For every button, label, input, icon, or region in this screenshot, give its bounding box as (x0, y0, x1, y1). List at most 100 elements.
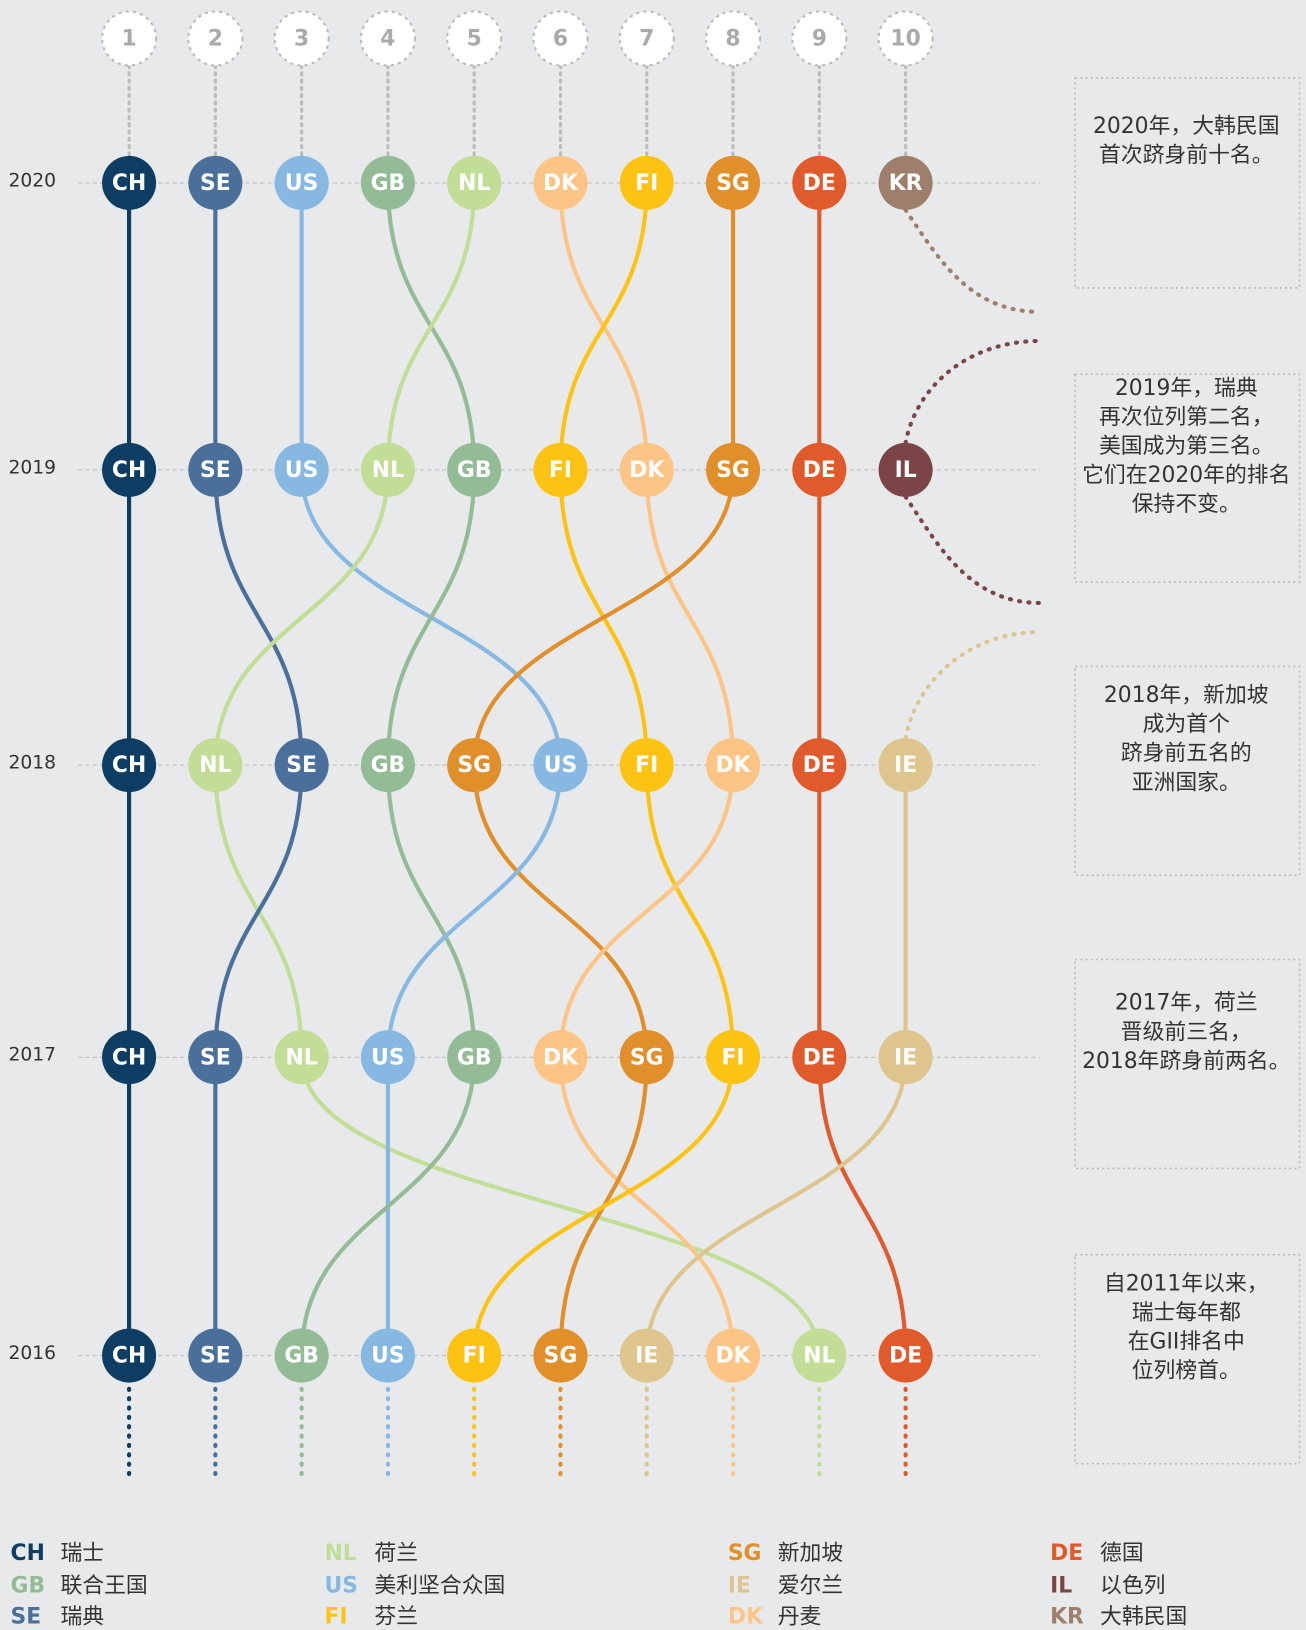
country-code: NL (803, 1344, 835, 1369)
legend-code: FI (325, 1605, 348, 1630)
country-node (533, 1328, 588, 1383)
country-node (360, 1328, 415, 1383)
legend-name: 荷兰 (374, 1541, 418, 1566)
rank-link (299, 1057, 477, 1356)
year-label: 2017 (8, 1045, 56, 1066)
legend-name: 爱尔兰 (778, 1573, 844, 1598)
country-node (447, 738, 502, 793)
annotation-text: 它们在2020年的排名 (1082, 463, 1290, 488)
entry-link (903, 629, 1042, 741)
country-code: CH (112, 171, 146, 196)
country-code: GB (371, 753, 406, 778)
annotation-text: 成为首个 (1143, 712, 1230, 737)
country-node (447, 442, 502, 497)
country-node (447, 1030, 502, 1085)
rank-link (472, 469, 736, 766)
country-node (102, 155, 157, 210)
country-node (619, 1030, 674, 1085)
legend-code: DE (1050, 1541, 1083, 1566)
rank-link (472, 765, 649, 1058)
rank-circle (446, 10, 503, 67)
country-code: SE (200, 1045, 231, 1070)
legend-code: SG (728, 1541, 762, 1566)
rank-link (558, 182, 649, 470)
country-code: FI (635, 753, 658, 778)
year-label: 2018 (8, 753, 56, 774)
country-node (706, 1328, 761, 1383)
country-code: SE (200, 171, 231, 196)
annotation-box (1074, 665, 1301, 877)
annotation-text: 2017年，荷兰 (1115, 991, 1258, 1016)
rank-circle (877, 10, 934, 67)
country-node (706, 442, 761, 497)
country-node (274, 1030, 329, 1085)
country-node (102, 1328, 157, 1383)
country-node (878, 1328, 933, 1383)
legend-code: US (325, 1573, 358, 1598)
rank-link (644, 765, 736, 1058)
rank-link (644, 469, 736, 766)
country-code: SG (716, 171, 750, 196)
rank-link (385, 765, 477, 1058)
country-node (360, 155, 415, 210)
rank-link (385, 765, 563, 1058)
rank-circle (187, 10, 244, 67)
country-code: CH (112, 458, 146, 483)
rank-link (644, 1057, 908, 1356)
rank-circle (532, 10, 589, 67)
country-node (274, 738, 329, 793)
country-code: SG (716, 458, 750, 483)
country-node (447, 1328, 502, 1383)
annotation-text: 2018年跻身前两名。 (1082, 1049, 1290, 1074)
country-code: NL (199, 753, 231, 778)
links-layer (126, 182, 1042, 1477)
rank-circle (791, 10, 848, 67)
rank-label: 8 (725, 27, 740, 52)
country-code: DE (803, 458, 836, 483)
year-label: 2020 (8, 170, 56, 191)
nodes-layer: 1 2 3 4 5 6 7 8 9 10 2020 CH SE US GB NL DK FI SG DE KR 2019 C… (8, 10, 1290, 1630)
country-code: DE (889, 1344, 922, 1369)
legend-name: 瑞士 (60, 1541, 104, 1566)
rank-circle (618, 10, 675, 67)
country-node (533, 738, 588, 793)
legend-name: 美利坚合众国 (374, 1573, 505, 1598)
background-layer (78, 63, 1301, 1465)
rank-circle (273, 10, 330, 67)
legend-name: 芬兰 (374, 1605, 418, 1630)
annotation-text: 再次位列第二名， (1099, 405, 1274, 430)
country-node (188, 442, 243, 497)
legend-code: IL (1050, 1573, 1072, 1598)
annotation-box (1074, 1253, 1301, 1465)
country-code: US (371, 1344, 404, 1369)
rank-label: 7 (639, 27, 654, 52)
country-node (360, 738, 415, 793)
country-code: US (371, 1045, 404, 1070)
country-node (878, 738, 933, 793)
country-code: CH (112, 1344, 146, 1369)
country-node (447, 155, 502, 210)
country-node (533, 442, 588, 497)
legend-name: 丹麦 (778, 1605, 822, 1630)
legend-name: 联合王国 (60, 1573, 147, 1598)
country-code: FI (463, 1344, 486, 1369)
annotation-text: 自2011年以来， (1104, 1271, 1269, 1296)
annotation-text: 位列榜首。 (1132, 1359, 1241, 1384)
country-code: KR (889, 171, 923, 196)
country-code: SE (286, 753, 317, 778)
legend-name: 以色列 (1100, 1573, 1166, 1598)
country-node (274, 155, 329, 210)
country-code: DK (716, 1344, 752, 1369)
annotation-text: 首次跻身前十名。 (1099, 143, 1274, 168)
country-node (792, 1030, 847, 1085)
country-code: DE (803, 753, 836, 778)
rank-link (817, 1057, 908, 1356)
year-label: 2019 (8, 457, 56, 478)
rank-link (385, 182, 477, 470)
country-code: CH (112, 753, 146, 778)
annotation-text: 在GII排名中 (1128, 1330, 1245, 1355)
rank-link (299, 1057, 822, 1356)
country-node (533, 155, 588, 210)
country-node (878, 1030, 933, 1085)
country-node (619, 155, 674, 210)
